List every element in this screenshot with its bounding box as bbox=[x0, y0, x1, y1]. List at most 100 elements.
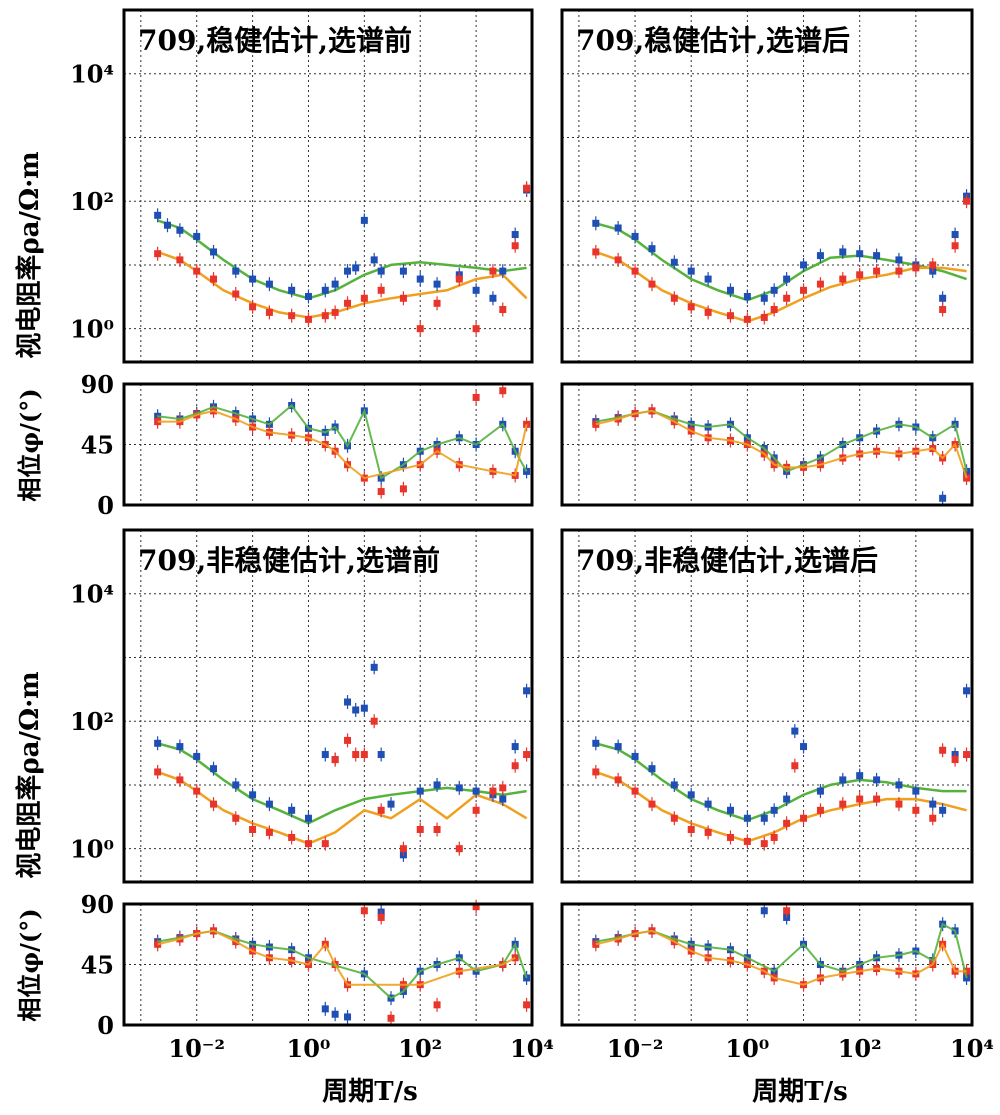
data-point-rho_xy bbox=[631, 232, 639, 240]
data-point-rho_xy bbox=[839, 248, 847, 256]
data-point-rho_yx bbox=[472, 806, 480, 814]
data-point-rho_xy bbox=[743, 292, 751, 300]
data-point-rho_xy bbox=[726, 806, 734, 814]
data-point-phase_yx bbox=[472, 903, 480, 911]
rho-tick-label: 10² bbox=[70, 707, 114, 736]
data-point-rho_yx bbox=[951, 242, 959, 250]
data-point-rho_xy bbox=[265, 280, 273, 288]
data-point-rho_yx bbox=[511, 762, 519, 770]
x-tick-label: 10⁻² bbox=[168, 1034, 225, 1063]
phase-fit-curve-phase_yx bbox=[595, 929, 967, 986]
data-point-rho_yx bbox=[939, 305, 947, 313]
data-point-rho_xy bbox=[523, 687, 531, 695]
data-point-rho_yx bbox=[249, 825, 257, 833]
phase-tick-label: 90 bbox=[81, 370, 114, 399]
data-point-rho_xy bbox=[687, 791, 695, 799]
panel-title: 709,稳健估计,选谱后 bbox=[576, 24, 850, 57]
rho-axis-label-bottom: 视电阻率ρa/Ω·m bbox=[14, 671, 45, 878]
data-point-rho_yx bbox=[839, 275, 847, 283]
data-point-phase_yx bbox=[360, 907, 368, 915]
phase-tick-label: 0 bbox=[97, 1011, 114, 1040]
data-point-rho_xy bbox=[816, 787, 824, 795]
data-point-rho_yx bbox=[193, 267, 201, 275]
rho-axis-label-top: 视电阻率ρa/Ω·m bbox=[14, 151, 45, 358]
data-point-rho_xy bbox=[344, 698, 352, 706]
data-point-rho_yx bbox=[377, 286, 385, 294]
data-point-rho_yx bbox=[331, 308, 339, 316]
data-point-rho_yx bbox=[433, 825, 441, 833]
data-point-rho_xy bbox=[163, 221, 171, 229]
data-point-rho_yx bbox=[951, 756, 959, 764]
data-point-rho_xy bbox=[511, 743, 519, 751]
data-point-rho_yx bbox=[631, 267, 639, 275]
panel-title: 709,非稳健估计,选谱前 bbox=[138, 544, 440, 577]
data-point-rho_yx bbox=[455, 845, 463, 853]
data-point-rho_yx bbox=[304, 840, 312, 848]
data-point-rho_xy bbox=[895, 781, 903, 789]
fit-curve-fit_xy bbox=[157, 742, 527, 825]
data-point-rho_yx bbox=[176, 256, 184, 264]
data-point-rho_yx bbox=[895, 800, 903, 808]
data-point-rho_xy bbox=[472, 286, 480, 294]
data-point-rho_yx bbox=[726, 312, 734, 320]
rho-tick-label: 10⁰ bbox=[70, 835, 114, 864]
panels-layer: 709,稳健估计,选谱前 10⁰ 10² 10⁴ 0 45 90 709,稳健估计,选谱后 70… bbox=[70, 8, 994, 1063]
phase-axis-label-bottom: 相位φ/(°) bbox=[15, 908, 44, 1021]
data-point-rho_yx bbox=[499, 305, 507, 313]
data-point-rho_yx bbox=[648, 800, 656, 808]
data-point-rho_xy bbox=[873, 252, 881, 260]
data-point-rho_yx bbox=[783, 819, 791, 827]
data-point-rho_xy bbox=[800, 743, 808, 751]
rho-tick-label: 10⁰ bbox=[70, 315, 114, 344]
data-point-rho_xy bbox=[614, 743, 622, 751]
data-point-rho_xy bbox=[304, 292, 312, 300]
data-point-rho_xy bbox=[783, 795, 791, 803]
data-point-rho_yx bbox=[856, 795, 864, 803]
data-point-rho_xy bbox=[249, 275, 257, 283]
data-point-rho_yx bbox=[523, 751, 531, 759]
data-point-rho_yx bbox=[760, 840, 768, 848]
rho-plot-frame bbox=[122, 8, 534, 364]
data-point-phase_xy bbox=[331, 1010, 339, 1018]
phase-plot-frame bbox=[560, 382, 974, 507]
data-point-rho_yx bbox=[499, 784, 507, 792]
data-point-rho_xy bbox=[929, 800, 937, 808]
data-point-rho_xy bbox=[939, 806, 947, 814]
data-point-rho_yx bbox=[873, 795, 881, 803]
data-point-rho_yx bbox=[631, 787, 639, 795]
x-tick-label: 10⁰ bbox=[287, 1034, 331, 1063]
data-point-rho_xy bbox=[489, 294, 497, 302]
data-point-rho_xy bbox=[687, 267, 695, 275]
x-tick-label: 10² bbox=[398, 1034, 442, 1063]
data-point-rho_xy bbox=[648, 765, 656, 773]
data-point-rho_xy bbox=[939, 294, 947, 302]
data-point-phase_yx bbox=[472, 393, 480, 401]
data-point-rho_xy bbox=[770, 806, 778, 814]
data-point-rho_yx bbox=[816, 806, 824, 814]
data-point-rho_yx bbox=[344, 299, 352, 307]
data-point-rho_xy bbox=[352, 706, 360, 714]
panel-title: 709,非稳健估计,选谱后 bbox=[576, 544, 878, 577]
data-point-rho_yx bbox=[193, 787, 201, 795]
rho-axis-label-text: 视电阻率ρa/Ω·m bbox=[14, 671, 45, 878]
data-point-rho_xy bbox=[154, 211, 162, 219]
data-point-rho_yx bbox=[929, 261, 937, 269]
data-point-rho_xy bbox=[360, 704, 368, 712]
data-point-rho_yx bbox=[856, 271, 864, 279]
data-point-rho_xy bbox=[321, 286, 329, 294]
phase-tick-label: 45 bbox=[81, 431, 114, 460]
data-point-rho_yx bbox=[321, 312, 329, 320]
data-point-rho_yx bbox=[912, 264, 920, 272]
data-point-rho_xy bbox=[760, 814, 768, 822]
data-point-rho_yx bbox=[321, 840, 329, 848]
data-point-phase_xy bbox=[760, 907, 768, 915]
data-point-rho_yx bbox=[912, 806, 920, 814]
data-point-rho_yx bbox=[800, 814, 808, 822]
panel-1: 709,稳健估计,选谱后 bbox=[560, 8, 974, 507]
data-point-rho_xy bbox=[704, 800, 712, 808]
phase-plot-frame bbox=[122, 902, 534, 1027]
data-point-rho_xy bbox=[783, 275, 791, 283]
data-point-rho_yx bbox=[344, 736, 352, 744]
data-point-rho_xy bbox=[370, 256, 378, 264]
